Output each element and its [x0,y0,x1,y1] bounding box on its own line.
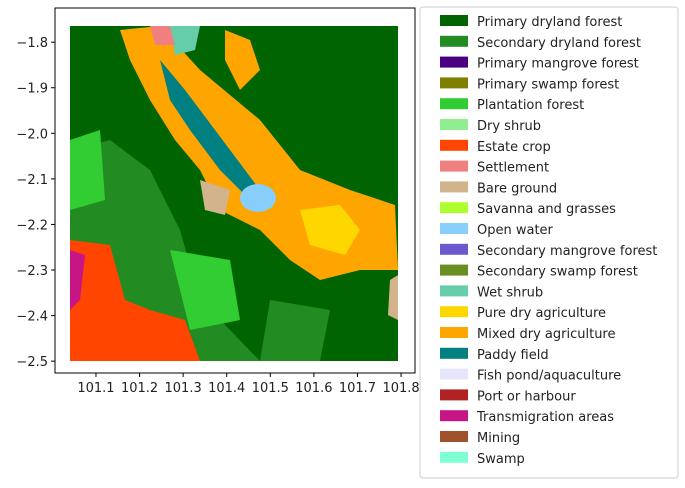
legend-label: Secondary swamp forest [477,265,638,280]
legend-swatch [440,181,468,193]
legend-label: Pure dry agriculture [477,306,606,321]
x-tick-label: 101.2 [121,381,158,396]
legend-swatch [440,98,468,110]
legend-swatch [440,431,468,442]
y-tick-label: −2.3 [16,264,48,279]
legend-label: Mixed dry agriculture [477,327,616,342]
legend-swatch [440,451,468,463]
legend-label: Open water [477,223,554,238]
legend-swatch [440,77,468,89]
legend-label: Swamp [477,452,525,467]
legend-label: Wet shrub [477,285,543,300]
legend-swatch [440,347,468,359]
legend-swatch [440,15,468,26]
legend-swatch [440,306,468,318]
legend-label: Transmigration areas [476,410,614,425]
x-tick-label: 101.7 [339,381,376,396]
legend-swatch [440,160,468,172]
legend-swatch [440,285,468,297]
x-tick-label: 101.8 [382,381,419,396]
legend-swatch [440,139,468,151]
legend-label: Plantation forest [477,98,584,113]
legend-label: Secondary mangrove forest [477,244,657,259]
legend-label: Primary mangrove forest [477,57,639,72]
legend-swatch [440,264,468,276]
legend-label: Settlement [477,161,549,176]
legend-label: Primary swamp forest [477,77,619,92]
legend-swatch [440,410,468,422]
legend: Primary dryland forest Secondary dryland … [419,6,679,479]
x-tick-label: 101.6 [295,381,332,396]
legend-swatch [440,368,468,380]
x-tick-label: 101.1 [77,381,114,396]
legend-swatch [440,202,468,214]
x-tick-label: 101.5 [252,381,289,396]
y-tick-label: −2.4 [16,310,48,325]
legend-label: Secondary dryland forest [477,36,641,51]
x-tick-label: 101.4 [208,381,245,396]
y-tick-label: −2.2 [16,218,48,233]
legend-label: Primary dryland forest [477,15,622,30]
legend-swatch [440,56,468,68]
legend-swatch [440,119,468,130]
y-tick-label: −2.0 [16,127,48,142]
legend-swatch [440,389,468,401]
legend-label: Mining [477,431,520,446]
legend-label: Dry shrub [477,119,541,134]
legend-label: Bare ground [477,181,557,196]
legend-label: Savanna and grasses [477,202,616,217]
legend-swatch [440,327,468,338]
legend-label: Port or harbour [477,389,576,404]
y-tick-label: −2.1 [16,173,48,188]
y-tick-label: −1.9 [16,82,48,97]
x-tick-label: 101.3 [165,381,202,396]
y-tick-label: −1.8 [16,36,48,51]
land-cover-raster [70,26,398,361]
legend-label: Paddy field [477,348,549,363]
legend-label: Estate crop [477,140,551,155]
legend-swatch [440,243,468,255]
legend-label: Fish pond/aquaculture [477,369,621,384]
legend-swatch [440,35,468,47]
axes-frame [54,7,416,374]
y-tick-label: −2.5 [16,355,48,370]
legend-swatch [440,223,468,234]
